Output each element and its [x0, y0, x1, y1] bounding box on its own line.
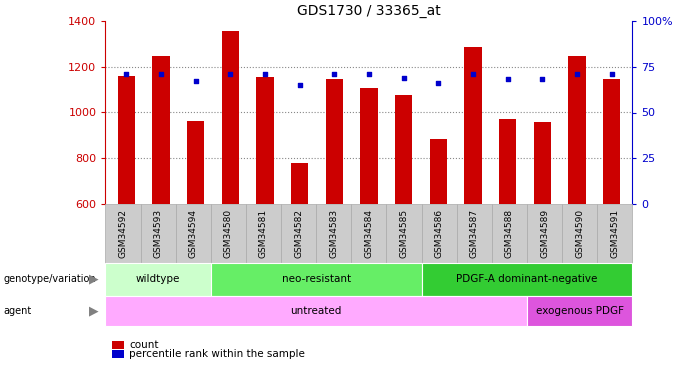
Text: untreated: untreated — [290, 306, 342, 316]
Point — [329, 71, 340, 77]
Point — [363, 71, 374, 77]
Text: GSM34592: GSM34592 — [118, 209, 127, 258]
Bar — [187, 120, 204, 204]
Text: GSM34586: GSM34586 — [435, 209, 443, 258]
Text: agent: agent — [3, 306, 32, 316]
Text: genotype/variation: genotype/variation — [3, 274, 96, 284]
Point — [606, 71, 617, 77]
Text: GSM34580: GSM34580 — [224, 209, 233, 258]
Bar — [291, 163, 308, 204]
Bar — [534, 122, 551, 204]
Point — [537, 76, 547, 82]
Text: PDGF-A dominant-negative: PDGF-A dominant-negative — [456, 274, 598, 284]
Text: GSM34590: GSM34590 — [575, 209, 584, 258]
Point — [467, 71, 478, 77]
Bar — [152, 56, 169, 204]
Point — [260, 71, 271, 77]
Point — [121, 71, 132, 77]
Point — [156, 71, 167, 77]
Bar — [430, 139, 447, 204]
Point — [190, 78, 201, 84]
Bar — [603, 79, 620, 204]
Point — [432, 80, 443, 86]
Text: GSM34594: GSM34594 — [189, 209, 198, 258]
Text: exogenous PDGF: exogenous PDGF — [536, 306, 624, 316]
Bar — [222, 31, 239, 204]
Text: neo-resistant: neo-resistant — [282, 274, 351, 284]
Bar — [499, 119, 516, 204]
Text: GSM34581: GSM34581 — [259, 209, 268, 258]
Text: GSM34593: GSM34593 — [154, 209, 163, 258]
Text: ▶: ▶ — [89, 305, 99, 318]
Text: GSM34582: GSM34582 — [294, 209, 303, 258]
Text: GSM34585: GSM34585 — [400, 209, 409, 258]
Text: wildtype: wildtype — [136, 274, 180, 284]
Text: GSM34587: GSM34587 — [470, 209, 479, 258]
Point — [225, 71, 236, 77]
Text: GSM34583: GSM34583 — [329, 209, 338, 258]
Bar — [360, 88, 377, 204]
Bar — [118, 76, 135, 204]
Title: GDS1730 / 33365_at: GDS1730 / 33365_at — [297, 4, 441, 18]
Text: GSM34584: GSM34584 — [364, 209, 373, 258]
Bar — [395, 95, 412, 204]
Point — [571, 71, 582, 77]
Bar — [464, 47, 481, 204]
Point — [294, 82, 305, 88]
Text: GSM34589: GSM34589 — [540, 209, 549, 258]
Text: GSM34588: GSM34588 — [505, 209, 514, 258]
Text: GSM34591: GSM34591 — [611, 209, 619, 258]
Point — [502, 76, 513, 82]
Bar — [326, 79, 343, 204]
Text: ▶: ▶ — [89, 273, 99, 286]
Text: count: count — [129, 340, 158, 350]
Bar — [568, 56, 585, 204]
Text: percentile rank within the sample: percentile rank within the sample — [129, 349, 305, 359]
Bar — [256, 77, 273, 204]
Point — [398, 75, 409, 81]
